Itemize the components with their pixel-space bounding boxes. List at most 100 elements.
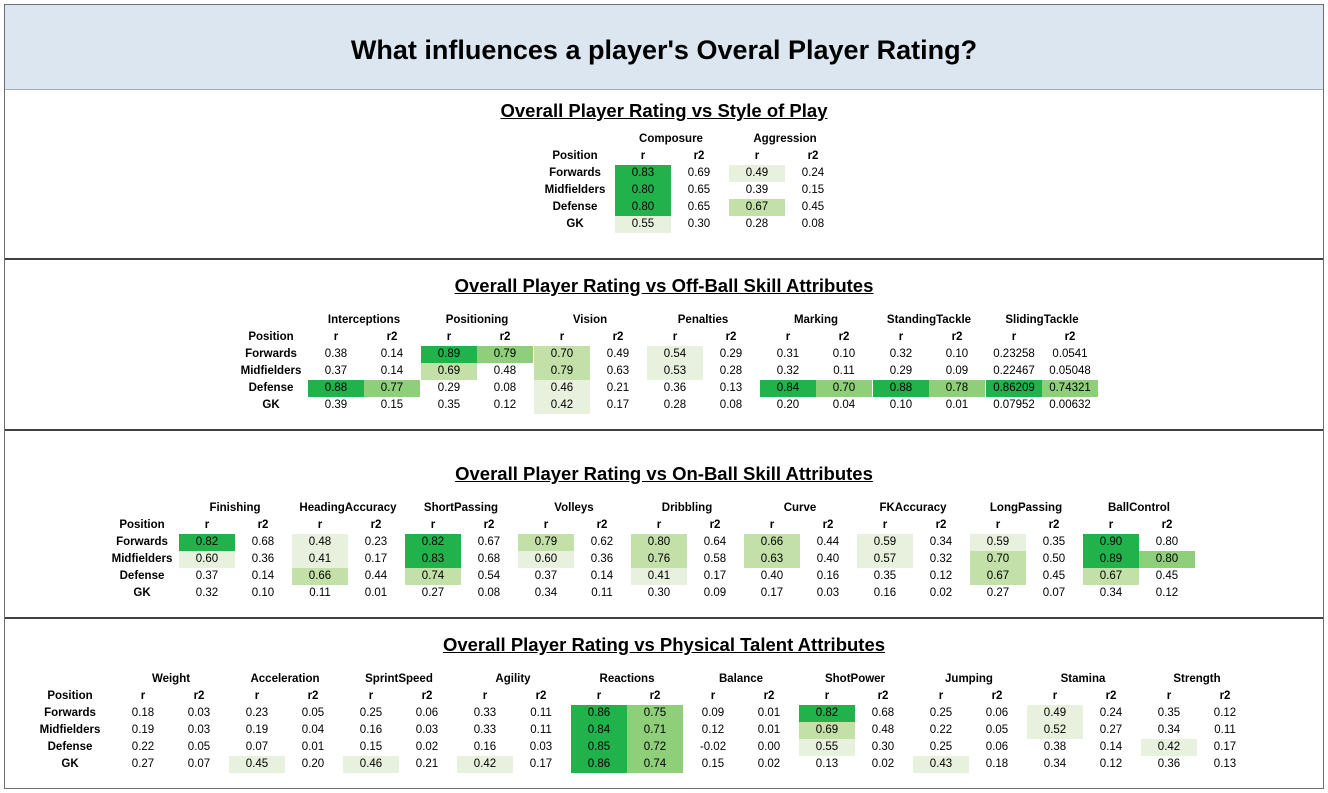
r-value-cell: 0.60 <box>179 551 235 568</box>
r-value-cell: 0.88 <box>873 380 929 397</box>
r2-value-cell: 0.48 <box>871 724 895 736</box>
r2-value-cell: 0.16 <box>816 570 840 582</box>
r2-value-cell: 0.64 <box>703 536 727 548</box>
r-value-cell: 0.15 <box>701 758 725 770</box>
position-label-midfielders: Midfielders <box>240 365 302 377</box>
position-header: Position <box>552 150 598 162</box>
r2-value-cell: 0.17 <box>606 399 630 411</box>
r2-column-header: r2 <box>1048 519 1060 531</box>
r2-value-cell: 0.10 <box>945 348 969 360</box>
r-value-cell: 0.36 <box>1157 758 1181 770</box>
r2-value-cell: 0.17 <box>1213 741 1237 753</box>
r-value-cell: 0.90 <box>1083 534 1139 551</box>
r2-column-header: r2 <box>421 690 433 702</box>
r-value-cell: 0.37 <box>195 570 219 582</box>
r-column-header: r <box>596 690 602 702</box>
r2-value-cell: 0.08 <box>719 399 743 411</box>
r2-value-cell: 0.0541 <box>1052 348 1088 360</box>
r-value-cell: 0.54 <box>647 346 703 363</box>
r2-value-cell: 0.01 <box>301 741 325 753</box>
r2-value-cell: 0.36 <box>590 553 614 565</box>
r-column-header: r <box>785 331 791 343</box>
r2-value-cell: 0.10 <box>251 587 275 599</box>
position-label-defense: Defense <box>248 382 294 394</box>
r2-column-header: r2 <box>193 690 205 702</box>
r-value-cell: 0.27 <box>421 587 445 599</box>
attribute-header-agility: Agility <box>495 673 531 685</box>
r2-value-cell: 0.11 <box>1214 724 1236 736</box>
r2-value-cell: 0.70 <box>816 380 872 397</box>
r2-value-cell: 0.14 <box>1099 741 1123 753</box>
r-column-header: r <box>1108 519 1114 531</box>
r2-value-cell: 0.74 <box>627 756 683 773</box>
section-divider <box>5 429 1323 431</box>
r-value-cell: 0.84 <box>571 722 627 739</box>
position-label-midfielders: Midfielders <box>544 184 606 196</box>
r-value-cell: 0.28 <box>663 399 687 411</box>
position-header: Position <box>47 690 93 702</box>
r2-column-header: r2 <box>596 519 608 531</box>
r-column-header: r <box>333 331 339 343</box>
r2-value-cell: 0.54 <box>477 570 501 582</box>
attribute-header-marking: Marking <box>793 314 839 326</box>
position-label-forwards: Forwards <box>116 536 168 548</box>
r2-value-cell: 0.35 <box>1042 536 1066 548</box>
r2-value-cell: 0.75 <box>627 705 683 722</box>
r-column-header: r <box>640 150 646 162</box>
r-value-cell: 0.34 <box>1157 724 1181 736</box>
r-value-cell: 0.33 <box>473 724 497 736</box>
r2-value-cell: 0.17 <box>703 570 727 582</box>
r-column-header: r <box>368 690 374 702</box>
r2-value-cell: 0.05 <box>187 741 211 753</box>
r-value-cell: 0.41 <box>631 568 687 585</box>
r2-value-cell: 0.68 <box>871 707 895 719</box>
position-label-midfielders: Midfielders <box>111 553 173 565</box>
position-label-forwards: Forwards <box>44 707 96 719</box>
r-value-cell: 0.29 <box>437 382 461 394</box>
r-value-cell: 0.34 <box>1043 758 1067 770</box>
r2-value-cell: 0.06 <box>985 707 1009 719</box>
attribute-header-positioning: Positioning <box>445 314 509 326</box>
r2-value-cell: 0.18 <box>985 758 1009 770</box>
r2-value-cell: 0.12 <box>1155 587 1179 599</box>
r2-value-cell: 0.80 <box>1155 536 1179 548</box>
attribute-header-fkaccuracy: FKAccuracy <box>879 502 947 514</box>
r2-value-cell: 0.63 <box>606 365 630 377</box>
r2-column-header: r2 <box>935 519 947 531</box>
r2-value-cell: 0.12 <box>1099 758 1123 770</box>
r-value-cell: 0.09 <box>701 707 725 719</box>
r2-value-cell: 0.77 <box>364 380 420 397</box>
r-value-cell: 0.45 <box>229 756 285 773</box>
attribute-header-finishing: Finishing <box>209 502 261 514</box>
r2-value-cell: 0.23 <box>364 536 388 548</box>
r2-column-header: r2 <box>991 690 1003 702</box>
r-value-cell: 0.63 <box>744 551 800 568</box>
r2-value-cell: 0.12 <box>929 570 953 582</box>
section-title: Overall Player Rating vs Off-Ball Skill … <box>454 275 874 296</box>
attribute-header-interceptions: Interceptions <box>327 314 401 326</box>
r2-value-cell: 0.50 <box>1042 553 1066 565</box>
r2-column-header: r2 <box>693 150 705 162</box>
r2-value-cell: 0.45 <box>801 201 825 213</box>
r2-value-cell: 0.09 <box>945 365 969 377</box>
r2-value-cell: 0.48 <box>493 365 517 377</box>
attribute-header-dribbling: Dribbling <box>661 502 713 514</box>
r-value-cell: 0.07952 <box>993 399 1035 411</box>
r-value-cell: 0.79 <box>534 363 590 380</box>
r-value-cell: 0.11 <box>309 587 331 599</box>
r2-value-cell: 0.65 <box>687 184 711 196</box>
r2-value-cell: 0.17 <box>364 553 388 565</box>
r-column-header: r <box>1052 690 1058 702</box>
r-value-cell: 0.46 <box>343 756 399 773</box>
r-value-cell: 0.57 <box>857 551 913 568</box>
r-value-cell: 0.16 <box>873 587 897 599</box>
r-value-cell: 0.39 <box>324 399 348 411</box>
r-value-cell: 0.32 <box>195 587 219 599</box>
r2-value-cell: 0.49 <box>606 348 630 360</box>
r2-column-header: r2 <box>483 519 495 531</box>
r2-value-cell: 0.02 <box>929 587 953 599</box>
r2-column-header: r2 <box>649 690 661 702</box>
r2-value-cell: 0.01 <box>364 587 388 599</box>
attribute-header-slidingtackle: SlidingTackle <box>1005 314 1079 326</box>
r2-value-cell: 0.72 <box>627 739 683 756</box>
